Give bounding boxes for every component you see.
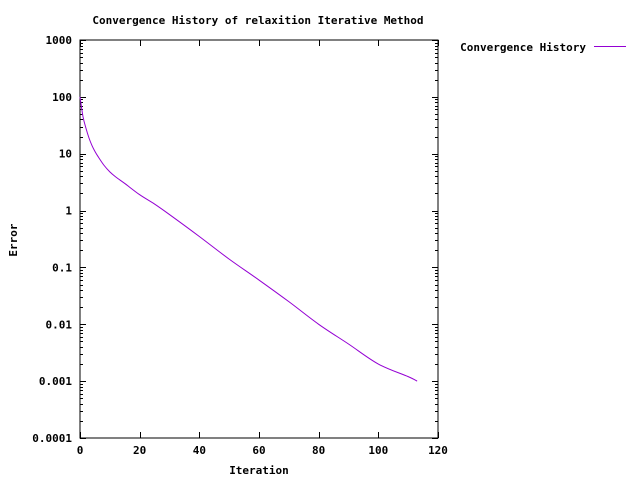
x-tick-label: 20 [133, 444, 146, 457]
y-tick-label: 0.001 [39, 375, 72, 388]
y-tick-label: 0.1 [52, 261, 72, 274]
y-tick-label: 100 [52, 91, 72, 104]
x-tick-label: 0 [77, 444, 84, 457]
x-tick-label: 60 [252, 444, 265, 457]
y-axis-label: Error [7, 223, 20, 256]
x-axis-label: Iteration [229, 464, 289, 477]
plot-frame [79, 39, 439, 439]
x-tick-label: 100 [368, 444, 388, 457]
series-line [79, 96, 418, 382]
series-group [79, 96, 418, 382]
x-tick-label: 80 [312, 444, 325, 457]
ticks-group: 0 20 40 60 80 100 120 0.0001 0.001 0.01 0.1 1 10 100 1… [32, 34, 448, 457]
chart-title: Convergence History of relaxition Iterat… [92, 14, 423, 27]
x-tick-label: 40 [193, 444, 206, 457]
axes-group [79, 39, 439, 439]
y-tick-label: 1000 [46, 34, 73, 47]
legend: Convergence History [460, 41, 626, 54]
y-tick-label: 0.0001 [32, 432, 72, 445]
y-tick-label: 1 [65, 205, 72, 218]
x-tick-label: 120 [428, 444, 448, 457]
legend-label: Convergence History [460, 41, 586, 54]
y-tick-label: 0.01 [46, 318, 73, 331]
y-tick-label: 10 [59, 148, 72, 161]
